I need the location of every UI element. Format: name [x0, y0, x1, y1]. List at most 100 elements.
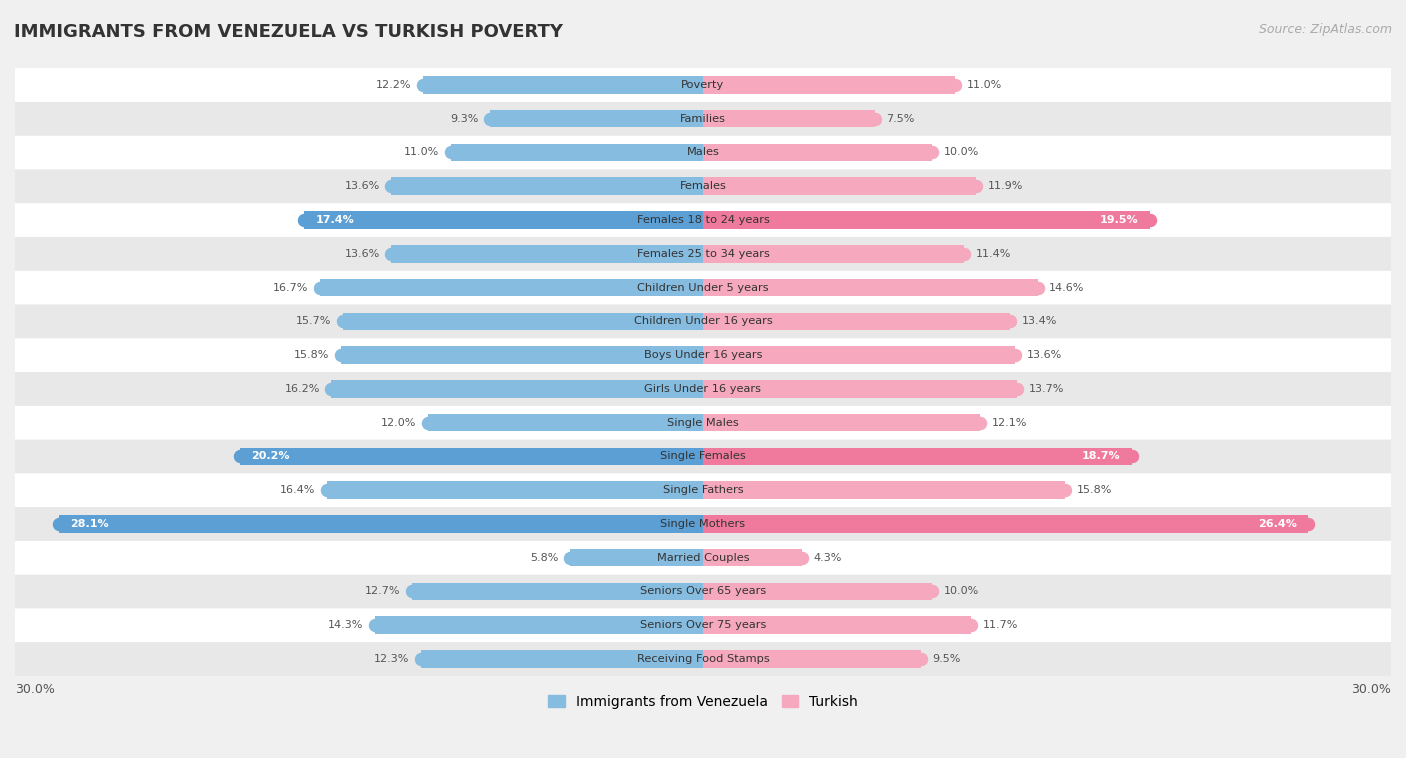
Bar: [703, 177, 976, 195]
Text: 11.9%: 11.9%: [987, 181, 1022, 191]
Bar: [703, 312, 1011, 330]
Legend: Immigrants from Venezuela, Turkish: Immigrants from Venezuela, Turkish: [543, 689, 863, 715]
Bar: [412, 583, 703, 600]
Text: 28.1%: 28.1%: [70, 519, 108, 529]
Bar: [489, 110, 703, 127]
Bar: [703, 515, 1309, 533]
Bar: [703, 245, 965, 262]
Bar: [703, 144, 932, 161]
Text: 26.4%: 26.4%: [1258, 519, 1296, 529]
Bar: [703, 549, 801, 566]
Bar: [240, 447, 703, 465]
Text: 16.2%: 16.2%: [284, 384, 321, 394]
Bar: [420, 650, 703, 668]
Bar: [569, 549, 703, 566]
Text: 12.0%: 12.0%: [381, 418, 416, 428]
Text: Children Under 16 years: Children Under 16 years: [634, 316, 772, 326]
Bar: [703, 76, 955, 94]
Bar: [427, 414, 703, 431]
Text: 13.6%: 13.6%: [344, 249, 380, 258]
Bar: [423, 76, 703, 94]
Text: Receiving Food Stamps: Receiving Food Stamps: [637, 654, 769, 664]
Text: Single Fathers: Single Fathers: [662, 485, 744, 495]
Bar: [59, 515, 703, 533]
FancyBboxPatch shape: [15, 507, 1391, 540]
Text: 13.7%: 13.7%: [1029, 384, 1064, 394]
Text: 14.6%: 14.6%: [1049, 283, 1084, 293]
Bar: [703, 279, 1038, 296]
FancyBboxPatch shape: [15, 540, 1391, 575]
Bar: [703, 481, 1066, 499]
Text: 12.3%: 12.3%: [374, 654, 409, 664]
Text: 30.0%: 30.0%: [1351, 683, 1391, 697]
FancyBboxPatch shape: [15, 136, 1391, 169]
Text: 17.4%: 17.4%: [315, 215, 354, 225]
Text: 11.7%: 11.7%: [983, 620, 1018, 630]
Text: 10.0%: 10.0%: [943, 587, 979, 597]
FancyBboxPatch shape: [15, 68, 1391, 102]
Text: 9.5%: 9.5%: [932, 654, 960, 664]
Text: 4.3%: 4.3%: [813, 553, 841, 562]
Text: 11.0%: 11.0%: [967, 80, 1002, 90]
Text: 15.7%: 15.7%: [297, 316, 332, 326]
Text: Males: Males: [686, 148, 720, 158]
FancyBboxPatch shape: [15, 169, 1391, 203]
Text: Married Couples: Married Couples: [657, 553, 749, 562]
Bar: [326, 481, 703, 499]
FancyBboxPatch shape: [15, 372, 1391, 406]
Text: 14.3%: 14.3%: [328, 620, 364, 630]
Text: 12.1%: 12.1%: [993, 418, 1028, 428]
FancyBboxPatch shape: [15, 338, 1391, 372]
Text: 12.2%: 12.2%: [377, 80, 412, 90]
FancyBboxPatch shape: [15, 473, 1391, 507]
Text: Single Males: Single Males: [666, 418, 740, 428]
Bar: [391, 245, 703, 262]
FancyBboxPatch shape: [15, 440, 1391, 473]
Text: 15.8%: 15.8%: [1077, 485, 1112, 495]
Text: 9.3%: 9.3%: [450, 114, 478, 124]
FancyBboxPatch shape: [15, 237, 1391, 271]
FancyBboxPatch shape: [15, 305, 1391, 338]
Text: 16.4%: 16.4%: [280, 485, 315, 495]
FancyBboxPatch shape: [15, 203, 1391, 237]
Text: 5.8%: 5.8%: [530, 553, 558, 562]
Bar: [703, 110, 875, 127]
Text: Girls Under 16 years: Girls Under 16 years: [644, 384, 762, 394]
Bar: [703, 616, 972, 634]
FancyBboxPatch shape: [15, 575, 1391, 609]
Text: Boys Under 16 years: Boys Under 16 years: [644, 350, 762, 360]
Bar: [703, 414, 980, 431]
Text: 15.8%: 15.8%: [294, 350, 329, 360]
Text: Single Females: Single Females: [661, 451, 745, 462]
Bar: [703, 650, 921, 668]
Text: 16.7%: 16.7%: [273, 283, 308, 293]
Bar: [451, 144, 703, 161]
Text: Children Under 5 years: Children Under 5 years: [637, 283, 769, 293]
Text: 11.4%: 11.4%: [976, 249, 1011, 258]
Text: 10.0%: 10.0%: [943, 148, 979, 158]
Text: Seniors Over 75 years: Seniors Over 75 years: [640, 620, 766, 630]
FancyBboxPatch shape: [15, 642, 1391, 676]
Bar: [703, 380, 1017, 398]
Bar: [391, 177, 703, 195]
Bar: [340, 346, 703, 364]
Bar: [703, 346, 1015, 364]
FancyBboxPatch shape: [15, 406, 1391, 440]
FancyBboxPatch shape: [15, 609, 1391, 642]
Text: Females: Females: [679, 181, 727, 191]
Text: 12.7%: 12.7%: [364, 587, 401, 597]
Text: 18.7%: 18.7%: [1081, 451, 1121, 462]
Text: 7.5%: 7.5%: [886, 114, 915, 124]
Bar: [703, 583, 932, 600]
Text: Source: ZipAtlas.com: Source: ZipAtlas.com: [1258, 23, 1392, 36]
Text: 30.0%: 30.0%: [15, 683, 55, 697]
Text: 11.0%: 11.0%: [404, 148, 439, 158]
Text: IMMIGRANTS FROM VENEZUELA VS TURKISH POVERTY: IMMIGRANTS FROM VENEZUELA VS TURKISH POV…: [14, 23, 562, 41]
Text: 13.6%: 13.6%: [1026, 350, 1062, 360]
Text: 20.2%: 20.2%: [252, 451, 290, 462]
Text: 13.6%: 13.6%: [344, 181, 380, 191]
Bar: [703, 211, 1150, 229]
Text: Families: Families: [681, 114, 725, 124]
Bar: [343, 312, 703, 330]
FancyBboxPatch shape: [15, 102, 1391, 136]
